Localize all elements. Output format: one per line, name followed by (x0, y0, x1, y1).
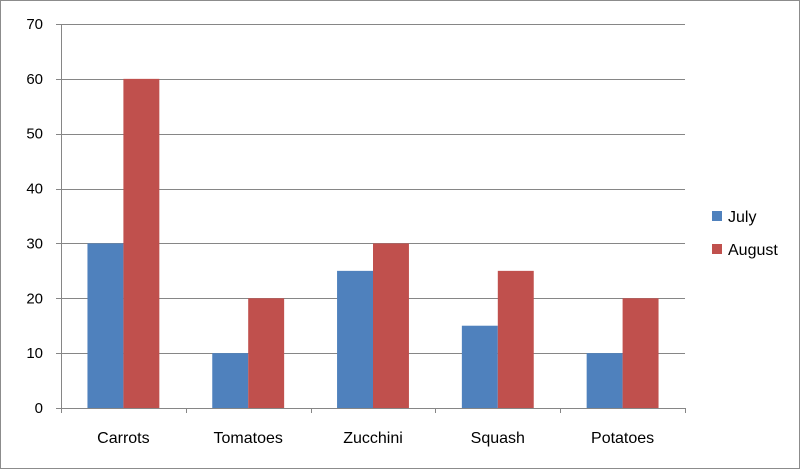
y-tick-label: 20 (26, 290, 43, 307)
y-tick-label: 10 (26, 345, 43, 362)
y-tick-labels: 0 10 20 30 40 50 60 70 (26, 16, 43, 417)
bar-august-squash (497, 270, 534, 408)
bar-july-potatoes (586, 353, 623, 408)
bar-july-zucchini (337, 270, 373, 408)
y-tick-label: 50 (26, 126, 43, 143)
bar-august-zucchini (373, 243, 409, 408)
legend: July August (712, 209, 778, 259)
legend-label-august: August (728, 242, 778, 259)
x-category-label: Carrots (97, 430, 149, 447)
y-tick-label: 60 (26, 71, 43, 88)
y-tick-label: 40 (26, 181, 43, 198)
bar-july-tomatoes (212, 353, 249, 408)
x-category-label: Squash (471, 430, 525, 447)
axes (56, 24, 686, 413)
x-category-label: Tomatoes (214, 430, 283, 447)
bar-august-tomatoes (248, 298, 285, 408)
y-tick-label: 0 (35, 400, 43, 417)
y-tick-label: 30 (26, 235, 43, 252)
x-category-label: Potatoes (591, 430, 654, 447)
x-category-labels: Carrots Tomatoes Zucchini Squash Potatoes (97, 430, 654, 447)
legend-swatch-august (712, 244, 722, 254)
bar-july-squash (461, 325, 498, 408)
bar-august-carrots (123, 78, 160, 408)
bar-july-carrots (87, 243, 124, 408)
bars (87, 78, 659, 408)
bar-august-potatoes (622, 298, 659, 408)
legend-swatch-july (712, 211, 722, 221)
x-category-label: Zucchini (343, 430, 403, 447)
legend-label-july: July (728, 209, 756, 226)
y-tick-label: 70 (26, 16, 43, 33)
